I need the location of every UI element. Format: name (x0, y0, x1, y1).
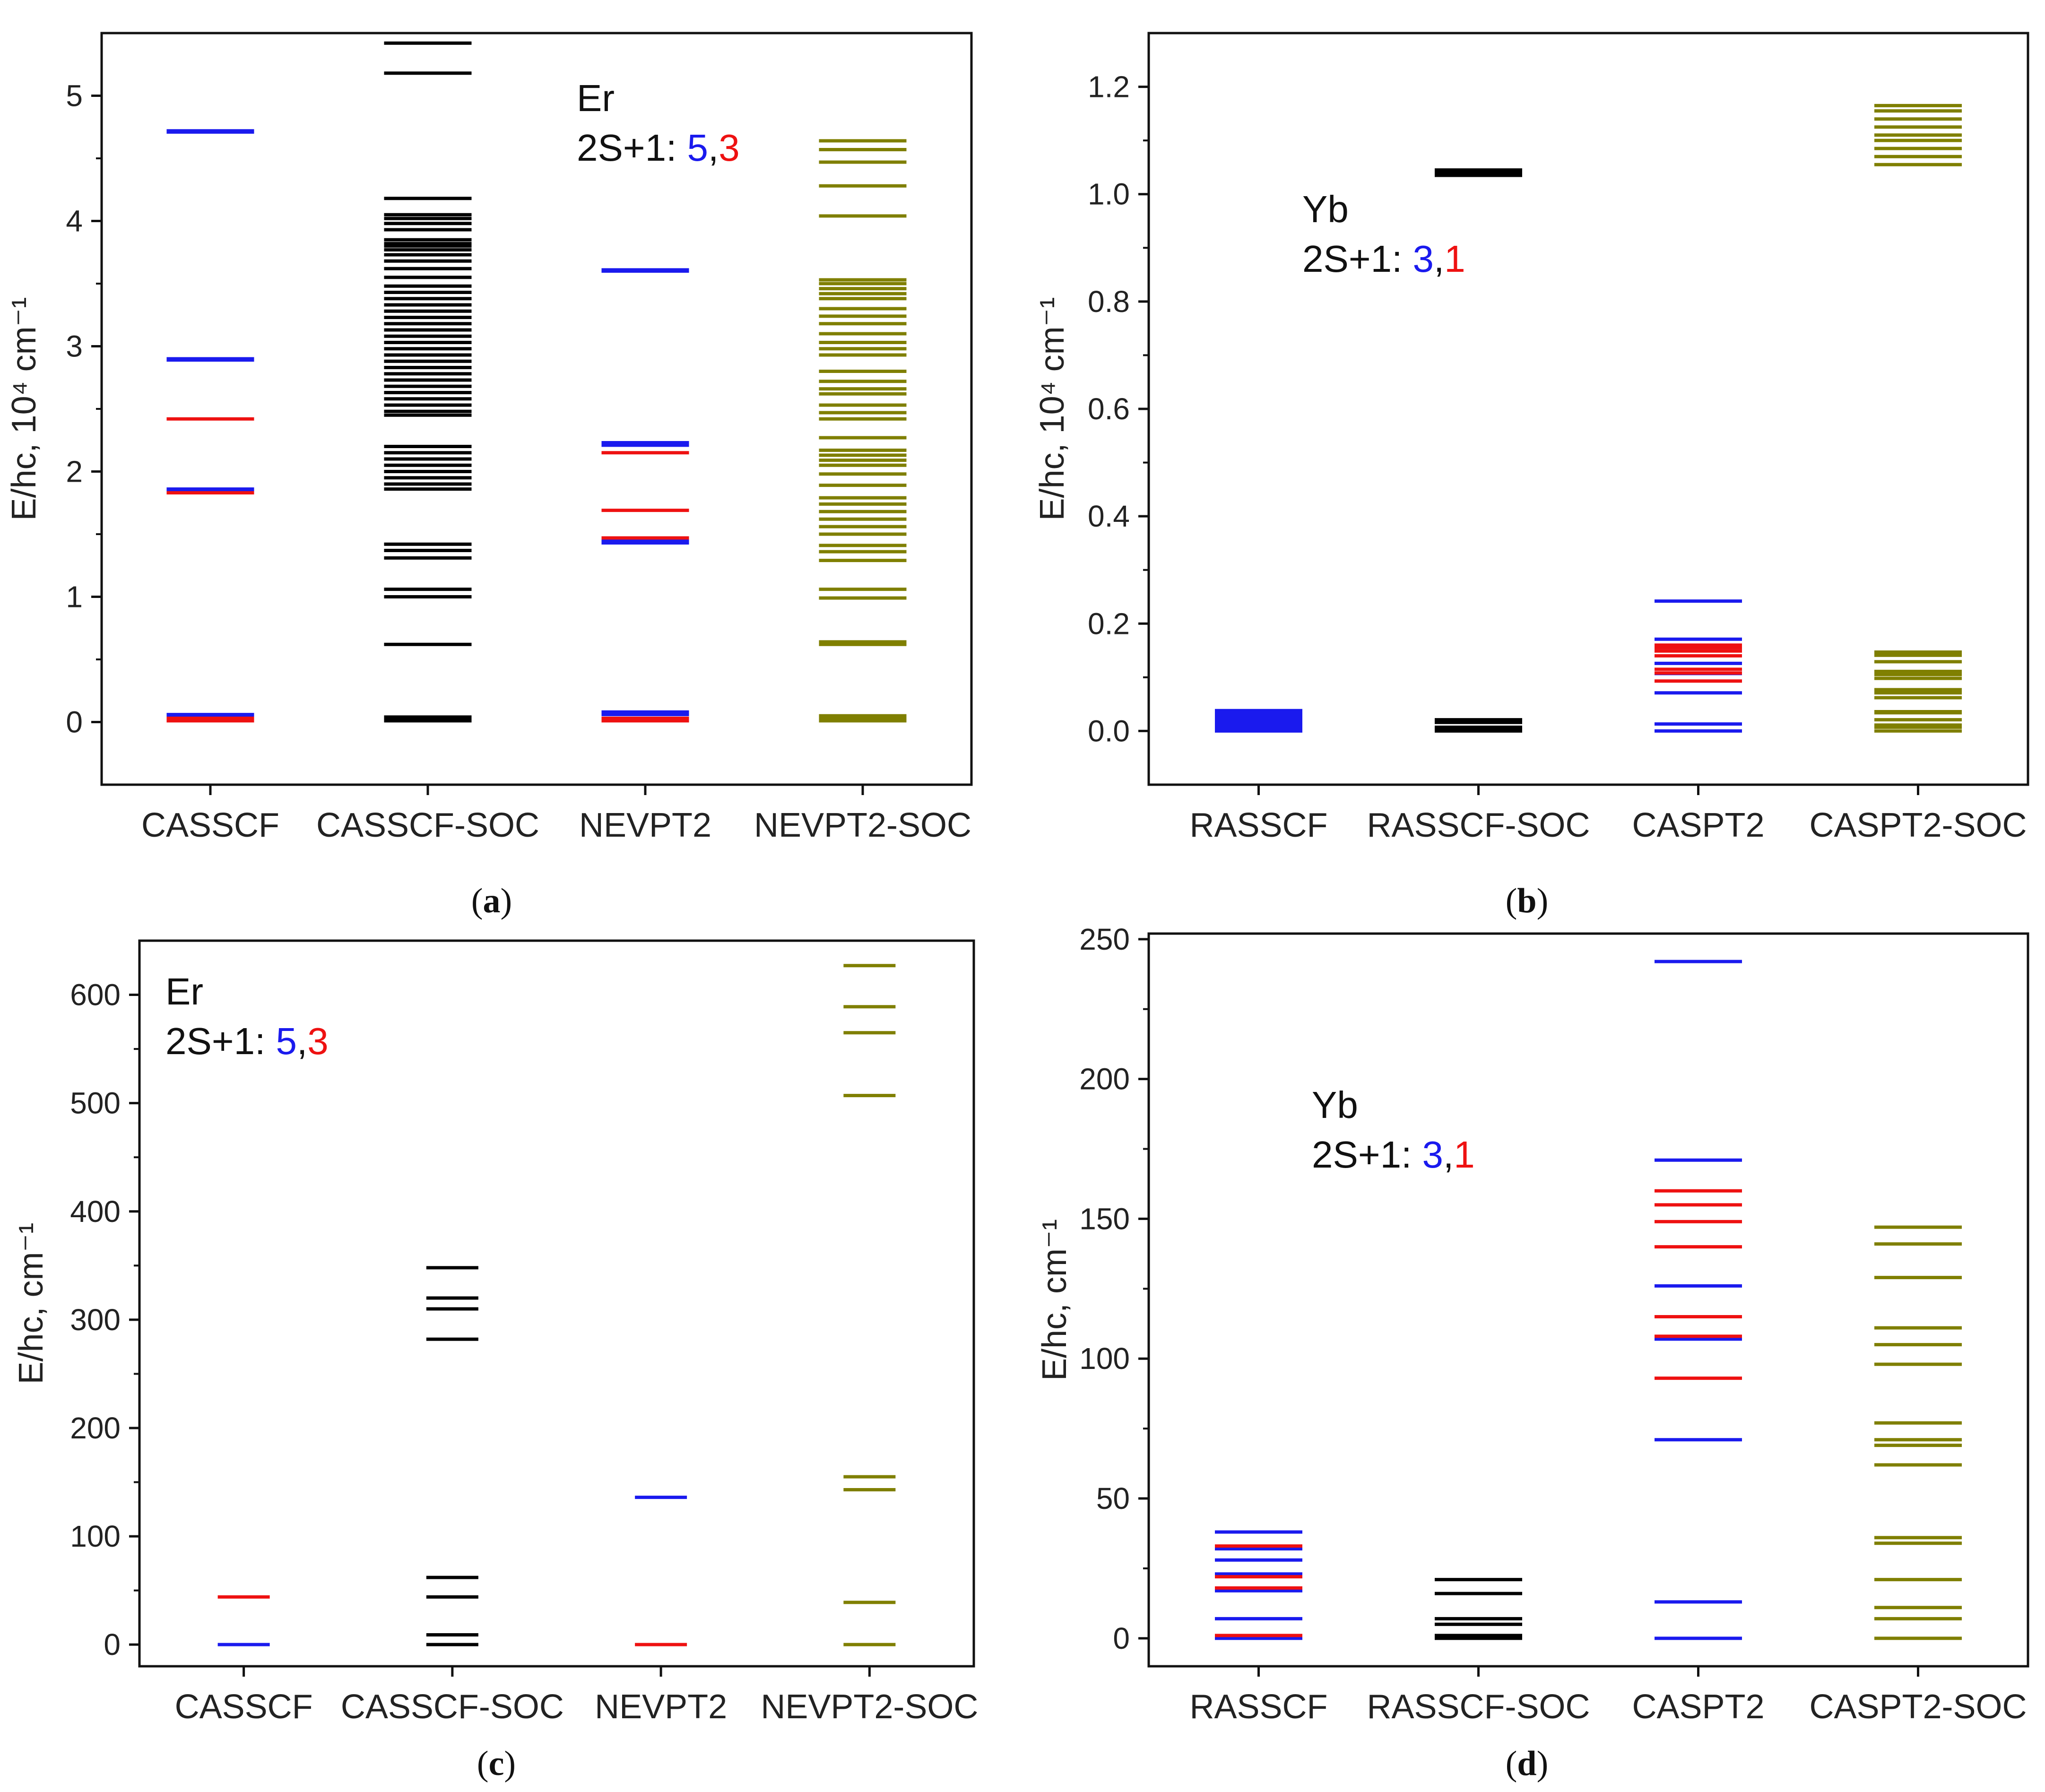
annotation-element: Yb (1302, 188, 1349, 230)
y-tick-label: 0 (1113, 1621, 1130, 1655)
y-tick-label: 400 (70, 1195, 121, 1229)
annotation-element: Er (165, 970, 203, 1013)
y-tick-label: 0.4 (1088, 499, 1130, 533)
y-tick-label: 100 (1079, 1342, 1130, 1376)
annotation-element: Er (577, 77, 615, 119)
y-tick-label: 1.2 (1088, 70, 1130, 104)
annotation-multiplicity: 2S+1: 3,1 (1302, 238, 1465, 280)
category-label: CASPT2-SOC (1809, 806, 2027, 844)
y-axis-label: E/hc, 10⁴ cm⁻¹ (5, 297, 43, 520)
panel-d: 0 50 100 150 200 250 RASSCF RASSCF-SOC CASPT2 CAS… (1036, 922, 2029, 1783)
multiplicity-separator: , (708, 127, 719, 169)
panel-c: 0 100 200 300 400 500 600 CASSCF CASSCF-SOC NEVPT… (12, 939, 978, 1783)
y-tick-label: 300 (70, 1303, 121, 1337)
annotation-multiplicity: 2S+1: 3,1 (1312, 1134, 1475, 1176)
y-tick-label: 150 (1079, 1202, 1130, 1236)
y-tick-label: 0 (66, 705, 83, 739)
category-label: CASPT2-SOC (1809, 1688, 2027, 1726)
category-label: CASSCF (141, 806, 279, 844)
multiplicity-low: 1 (1454, 1134, 1475, 1176)
category-label: NEVPT2-SOC (761, 1688, 978, 1726)
plot-frame (138, 939, 975, 1668)
y-tick-label: 250 (1079, 922, 1130, 956)
y-tick-label: 1 (66, 580, 83, 614)
category-label: RASSCF (1189, 806, 1327, 844)
y-axis-label: E/hc, 10⁴ cm⁻¹ (1033, 297, 1071, 520)
category-label: RASSCF-SOC (1367, 1688, 1590, 1726)
multiplicity-prefix: 2S+1: (577, 127, 687, 169)
panel-letter: (b) (1506, 882, 1548, 920)
y-tick-label: 100 (70, 1519, 121, 1553)
annotation-element: Yb (1312, 1084, 1358, 1126)
y-tick-label: 0.2 (1088, 606, 1130, 641)
category-label: NEVPT2 (595, 1688, 727, 1726)
multiplicity-high: 3 (1422, 1134, 1444, 1176)
category-label: CASPT2 (1632, 806, 1764, 844)
y-tick-label: 3 (66, 329, 83, 364)
plot-frame (100, 32, 973, 786)
plot-frame (1147, 932, 2029, 1668)
category-label: CASPT2 (1632, 1688, 1764, 1726)
category-label: NEVPT2 (579, 806, 711, 844)
y-tick-label: 0.8 (1088, 285, 1130, 319)
y-axis-label: E/hc, cm⁻¹ (1036, 1219, 1074, 1381)
panel-b: 0.0 0.2 0.4 0.6 0.8 1.0 1.2 RASSCF RASSCF-SOC CAS… (1033, 32, 2029, 920)
category-label: RASSCF (1189, 1688, 1327, 1726)
y-tick-label: 200 (70, 1411, 121, 1445)
multiplicity-high: 5 (276, 1020, 297, 1062)
multiplicity-separator: , (1434, 238, 1444, 280)
y-tick-label: 50 (1096, 1481, 1130, 1515)
multiplicity-high: 3 (1413, 238, 1434, 280)
y-tick-label: 0 (104, 1628, 121, 1662)
multiplicity-low: 3 (719, 127, 740, 169)
panel-letter: (d) (1506, 1744, 1548, 1783)
multiplicity-low: 3 (307, 1020, 329, 1062)
multiplicity-prefix: 2S+1: (1302, 238, 1413, 280)
y-tick-label: 500 (70, 1086, 121, 1120)
multiplicity-separator: , (1443, 1134, 1454, 1176)
annotation-multiplicity: 2S+1: 5,3 (165, 1020, 329, 1062)
y-tick-label: 1.0 (1088, 177, 1130, 211)
y-tick-label: 0.0 (1088, 714, 1130, 748)
y-tick-label: 600 (70, 978, 121, 1012)
y-tick-label: 0.6 (1088, 392, 1130, 426)
category-label: RASSCF-SOC (1367, 806, 1590, 844)
category-label: CASSCF-SOC (316, 806, 539, 844)
multiplicity-separator: , (297, 1020, 307, 1062)
panel-letter: (c) (477, 1744, 516, 1783)
multiplicity-prefix: 2S+1: (165, 1020, 276, 1062)
category-label: NEVPT2-SOC (754, 806, 971, 844)
y-tick-label: 200 (1079, 1062, 1130, 1096)
annotation-multiplicity: 2S+1: 5,3 (577, 127, 740, 169)
panel-letter: (a) (471, 882, 512, 920)
y-tick-label: 4 (66, 204, 83, 238)
category-label: CASSCF (175, 1688, 313, 1726)
y-axis-label: E/hc, cm⁻¹ (12, 1222, 50, 1384)
y-tick-label: 5 (66, 79, 83, 113)
panel-a: 0 1 2 3 4 5 CASSCF CASSCF-SOC NEVPT2 NEVPT2-SOC E/… (5, 32, 973, 920)
multiplicity-low: 1 (1444, 238, 1465, 280)
y-tick-label: 2 (66, 455, 83, 489)
multiplicity-high: 5 (687, 127, 709, 169)
multiplicity-prefix: 2S+1: (1312, 1134, 1422, 1176)
category-label: CASSCF-SOC (341, 1688, 564, 1726)
